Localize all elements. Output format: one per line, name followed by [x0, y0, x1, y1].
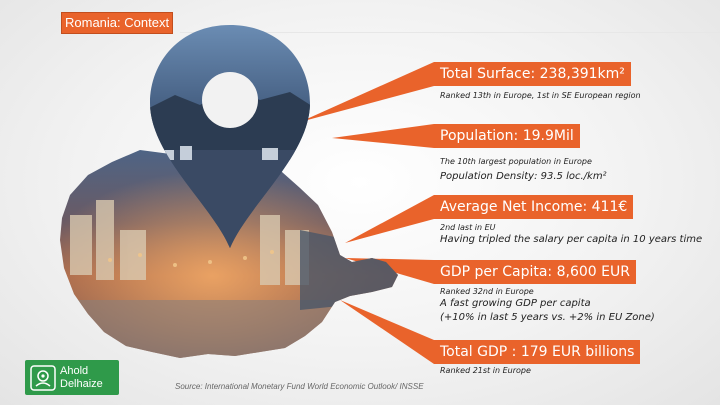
- connector-wedge-1: [300, 62, 434, 122]
- stat-label: Population: 19.9Mil: [434, 124, 580, 148]
- ahold-delhaize-logo-icon: [30, 364, 56, 391]
- logo-line-1: Ahold: [60, 364, 89, 377]
- ahold-delhaize-logo: Ahold Delhaize: [25, 360, 119, 395]
- stat-note: Ranked 21st in Europe: [440, 366, 531, 375]
- stat-note: Ranked 32nd in Europe: [440, 287, 534, 296]
- stat-note-detail-2: (+10% in last 5 years vs. +2% in EU Zone…: [440, 312, 655, 323]
- connector-wedge-3: [345, 195, 434, 243]
- connector-wedge-5: [340, 300, 434, 364]
- stat-average-net-income: Average Net Income: 411€: [434, 195, 634, 219]
- stat-label: Average Net Income: 411€: [434, 195, 634, 219]
- connector-wedge-2: [332, 124, 434, 148]
- title-divider: [180, 32, 720, 33]
- stat-gdp-per-capita: GDP per Capita: 8,600 EUR: [434, 260, 636, 284]
- stat-note-detail: Having tripled the salary per capita in …: [440, 234, 703, 245]
- stat-population: Population: 19.9Mil: [434, 124, 580, 148]
- stat-total-surface: Total Surface: 238,391km²: [434, 62, 631, 86]
- logo-wordmark: Ahold Delhaize: [60, 365, 103, 391]
- stat-label: Total Surface: 238,391km²: [434, 62, 631, 86]
- stat-note: Ranked 13th in Europe, 1st in SE Europea…: [440, 91, 641, 100]
- logo-line-2: Delhaize: [60, 377, 103, 390]
- stat-label: Total GDP : 179 EUR billions: [434, 340, 641, 364]
- stat-note-detail: Population Density: 93.5 loc./km²: [440, 171, 607, 182]
- stat-label: GDP per Capita: 8,600 EUR: [434, 260, 636, 284]
- slide-title: Romania: Context: [61, 12, 174, 34]
- stat-note-detail: A fast growing GDP per capita: [440, 298, 591, 309]
- stat-note: The 10th largest population in Europe: [440, 157, 592, 166]
- stat-note: 2nd last in EU: [440, 223, 496, 232]
- stat-total-gdp: Total GDP : 179 EUR billions: [434, 340, 641, 364]
- map-pin-hole: [202, 72, 258, 128]
- source-note: Source: International Monetary Fund Worl…: [175, 382, 424, 391]
